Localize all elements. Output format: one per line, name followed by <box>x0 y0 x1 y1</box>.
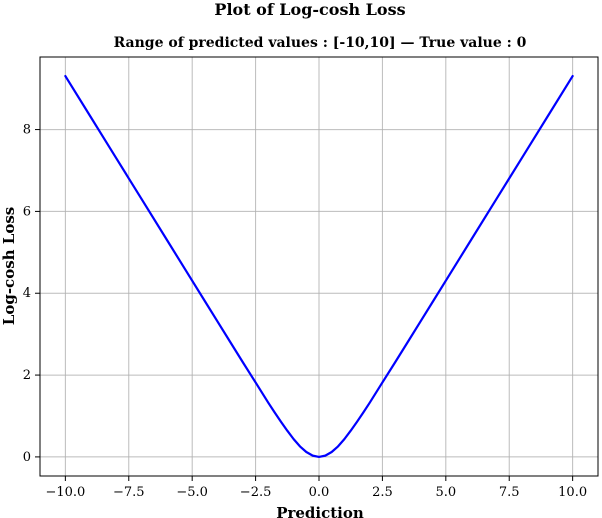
series-line <box>64 74 574 458</box>
tick-labels: −10.0 −7.5 −5.0 −2.5 0.0 2.5 5.0 7.5 10.0 0 2 4 6 8 <box>23 123 587 500</box>
x-axis-label: Prediction <box>276 504 364 518</box>
chart-subtitle: Range of predicted values : [-10,10] — T… <box>114 35 527 51</box>
y-tick-label: 0 <box>23 450 31 465</box>
x-tick-label: −2.5 <box>240 485 272 500</box>
x-tick-label: 7.5 <box>499 485 520 500</box>
y-tick-label: 4 <box>23 286 31 301</box>
y-axis-label: Log-cosh Loss <box>0 207 18 325</box>
plot-frame <box>39 56 599 477</box>
chart-title: Plot of Log-cosh Loss <box>214 0 405 19</box>
plot-series <box>64 74 574 458</box>
y-tick-label: 8 <box>23 123 31 138</box>
x-tick-label: 2.5 <box>372 485 393 500</box>
x-tick-label: 5.0 <box>435 485 456 500</box>
x-tick-label: 10.0 <box>558 485 587 500</box>
y-tick-label: 6 <box>23 204 31 219</box>
x-tick-label: −5.0 <box>176 485 208 500</box>
x-tick-label: −7.5 <box>113 485 145 500</box>
y-tick-label: 2 <box>23 368 31 383</box>
axis-ticks <box>35 129 574 481</box>
x-tick-label: 0.0 <box>309 485 330 500</box>
grid <box>40 57 598 476</box>
x-tick-label: −10.0 <box>45 485 85 500</box>
